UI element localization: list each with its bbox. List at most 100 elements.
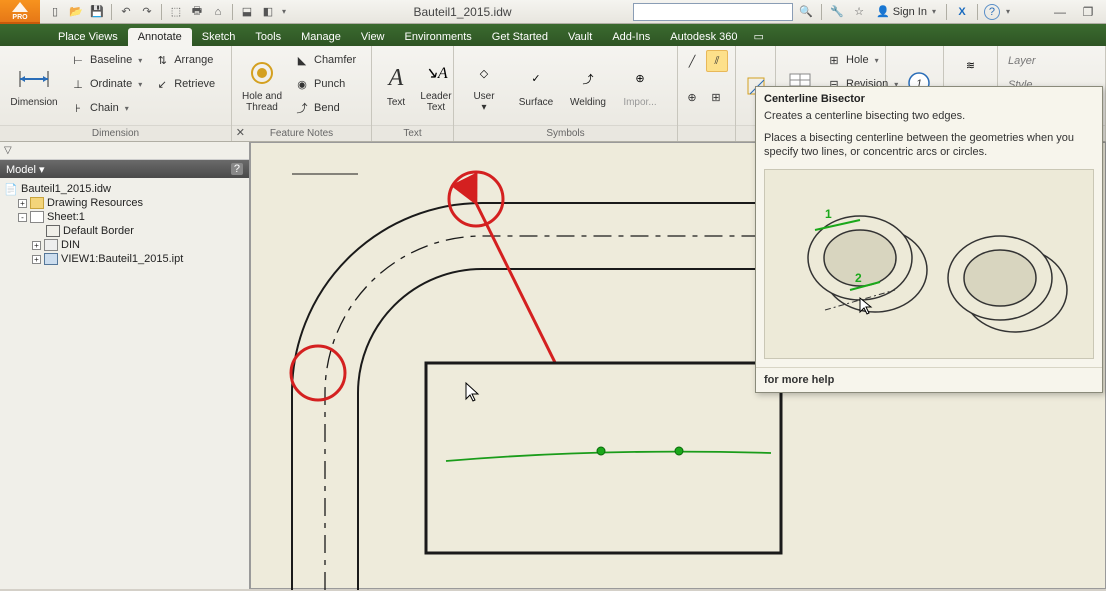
- help-icon[interactable]: ?: [984, 4, 1000, 20]
- qat-open-icon[interactable]: 📂: [67, 3, 85, 21]
- tab-extra-icon[interactable]: ▭: [748, 27, 770, 46]
- signin-label: Sign In: [893, 6, 927, 18]
- hole-thread-icon: [246, 57, 278, 89]
- tree-item[interactable]: +DIN: [4, 238, 245, 252]
- quick-access-toolbar: ▯ 📂 💾 ↶ ↷ ⬚ 🖶 ⌂ ⬓ ◧ ▾: [40, 3, 292, 21]
- leader-text-icon: ↘A: [420, 57, 452, 89]
- user-icon: 👤: [876, 5, 890, 18]
- tab-place-views[interactable]: Place Views: [48, 28, 128, 46]
- qat-props-icon[interactable]: ⬓: [238, 3, 256, 21]
- layer-button[interactable]: ≋: [951, 49, 991, 83]
- app-icon[interactable]: PRO: [0, 0, 40, 24]
- tree-item[interactable]: Default Border: [4, 224, 245, 238]
- tree-item[interactable]: +VIEW1:Bauteil1_2015.ipt: [4, 252, 245, 266]
- surface-icon: ✓: [520, 63, 552, 95]
- bend-button[interactable]: ⤴Bend: [290, 97, 360, 119]
- search-input[interactable]: [633, 3, 793, 21]
- tab-autodesk360[interactable]: Autodesk 360: [660, 28, 747, 46]
- tooltip-label-2: 2: [855, 271, 862, 285]
- tab-vault[interactable]: Vault: [558, 28, 602, 46]
- expand-icon[interactable]: +: [32, 255, 41, 264]
- centered-pattern-icon: ⊞: [708, 90, 724, 106]
- qat-material-icon[interactable]: ◧: [259, 3, 277, 21]
- exchange-icon[interactable]: X: [953, 3, 971, 21]
- user-symbol-icon: ◇: [468, 57, 500, 89]
- center-mark-icon: ⊕: [684, 90, 700, 106]
- tooltip-popup: Centerline Bisector Creates a centerline…: [755, 86, 1103, 393]
- retrieve-button[interactable]: ↙Retrieve: [150, 73, 219, 95]
- qat-save-icon[interactable]: 💾: [88, 3, 106, 21]
- dimension-button[interactable]: Dimension: [6, 49, 62, 121]
- model-browser: ✕ ▽ Model ▾ ? 📄 Bauteil1_2015.idw +Drawi…: [0, 142, 250, 589]
- ordinate-button[interactable]: ⊥Ordinate▾: [66, 73, 146, 95]
- qat-select-icon[interactable]: ⬚: [167, 3, 185, 21]
- bend-icon: ⤴: [294, 100, 310, 116]
- tab-addins[interactable]: Add-Ins: [602, 28, 660, 46]
- baseline-button[interactable]: ⊢Baseline▾: [66, 49, 146, 71]
- baseline-icon: ⊢: [70, 52, 86, 68]
- hole-thread-button[interactable]: Hole andThread: [238, 49, 286, 121]
- collapse-icon[interactable]: -: [18, 213, 27, 222]
- arrange-icon: ⇅: [154, 52, 170, 68]
- filter-icon[interactable]: ▽: [4, 145, 12, 156]
- tab-annotate[interactable]: Annotate: [128, 28, 192, 46]
- qat-file-icon[interactable]: ▯: [46, 3, 64, 21]
- punch-button[interactable]: ◉Punch: [290, 73, 360, 95]
- dimension-icon: [18, 63, 50, 95]
- panel-text-label: Text: [372, 125, 453, 141]
- chain-icon: ⊦: [70, 100, 86, 116]
- help-small-icon[interactable]: ?: [231, 163, 243, 175]
- border-icon: [46, 225, 60, 237]
- search-icon[interactable]: 🔍: [797, 3, 815, 21]
- expand-icon[interactable]: +: [18, 199, 27, 208]
- expand-icon[interactable]: +: [32, 241, 41, 250]
- panel-close-icon[interactable]: ✕: [236, 126, 245, 139]
- signin-button[interactable]: 👤 Sign In ▾: [872, 5, 940, 18]
- chain-button[interactable]: ⊦Chain▾: [66, 97, 146, 119]
- qat-home-icon[interactable]: ⌂: [209, 3, 227, 21]
- tab-manage[interactable]: Manage: [291, 28, 351, 46]
- tooltip-desc2: Places a bisecting centerline between th…: [756, 129, 1102, 165]
- qat-dropdown-icon[interactable]: ▾: [282, 7, 286, 16]
- folder-icon: [30, 197, 44, 209]
- qat-undo-icon[interactable]: ↶: [117, 3, 135, 21]
- import-button[interactable]: ⊕Impor...: [616, 49, 664, 121]
- centerline-bisector-button[interactable]: ⫽: [706, 50, 728, 72]
- user-symbol-button[interactable]: ◇User▾: [460, 49, 508, 121]
- tooltip-footer: for more help: [756, 367, 1102, 392]
- welding-button[interactable]: ⤴Welding: [564, 49, 612, 121]
- surface-button[interactable]: ✓Surface: [512, 49, 560, 121]
- tree-root[interactable]: 📄 Bauteil1_2015.idw: [4, 182, 245, 196]
- import-icon: ⊕: [624, 63, 656, 95]
- tab-tools[interactable]: Tools: [245, 28, 291, 46]
- tree-item[interactable]: -Sheet:1: [4, 210, 245, 224]
- tab-sketch[interactable]: Sketch: [192, 28, 246, 46]
- model-header[interactable]: Model ▾ ?: [0, 160, 249, 178]
- panel-symbols-label: Symbols: [454, 125, 677, 141]
- text-button[interactable]: A Text: [378, 49, 414, 121]
- tab-get-started[interactable]: Get Started: [482, 28, 558, 46]
- restore-button[interactable]: ❐: [1076, 3, 1100, 21]
- centerline-bisector-icon: ⫽: [709, 53, 725, 69]
- tooltip-preview: 1 2: [764, 169, 1094, 359]
- chamfer-button[interactable]: ◣Chamfer: [290, 49, 360, 71]
- qat-redo-icon[interactable]: ↷: [138, 3, 156, 21]
- minimize-button[interactable]: —: [1048, 3, 1072, 21]
- centerline-button[interactable]: ╱: [682, 50, 704, 72]
- arrange-button[interactable]: ⇅Arrange: [150, 49, 219, 71]
- star-icon[interactable]: ☆: [850, 3, 868, 21]
- welding-icon: ⤴: [572, 63, 604, 95]
- tree-item[interactable]: +Drawing Resources: [4, 196, 245, 210]
- key-icon[interactable]: 🔧: [828, 3, 846, 21]
- centered-pattern-button[interactable]: ⊞: [706, 87, 728, 109]
- tab-view[interactable]: View: [351, 28, 395, 46]
- leader-text-button[interactable]: ↘A LeaderText: [418, 49, 454, 121]
- tab-environments[interactable]: Environments: [395, 28, 482, 46]
- center-mark-button[interactable]: ⊕: [682, 87, 704, 109]
- panel-centerline-label: [678, 125, 735, 141]
- text-icon: A: [380, 63, 412, 95]
- qat-print-icon[interactable]: 🖶: [188, 3, 206, 21]
- centerline-icon: ╱: [684, 53, 700, 69]
- layer-icon: ≋: [955, 51, 987, 79]
- layer-dd[interactable]: Layer: [1004, 50, 1040, 72]
